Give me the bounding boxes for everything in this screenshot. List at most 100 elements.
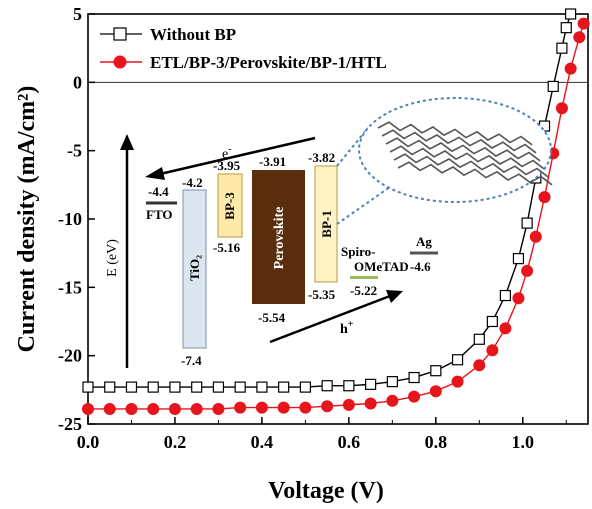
- data-point-without-bp: [486, 315, 498, 328]
- bp1-top-value: -3.82: [308, 150, 335, 165]
- data-point-bp: [451, 375, 464, 388]
- data-point-without-bp: [299, 381, 311, 393]
- data-point-without-bp: [169, 381, 181, 393]
- y-tick-label: -20: [58, 346, 82, 366]
- data-point-without-bp: [565, 8, 577, 20]
- spiro-value: -5.22: [350, 283, 377, 298]
- x-tick-label: 0.0: [77, 432, 100, 452]
- tio2-label: TiO₂: [187, 255, 202, 281]
- data-point-bp: [212, 402, 225, 415]
- x-tick-label: 0.2: [164, 432, 187, 452]
- energy-axis-arrowhead: [120, 134, 134, 150]
- data-point-without-bp: [547, 80, 559, 93]
- data-point-bp: [277, 401, 290, 414]
- phosphorene-zigzag-row: [385, 137, 541, 162]
- data-point-bp: [299, 401, 312, 414]
- perovskite-band: [252, 170, 305, 304]
- data-point-without-bp: [82, 381, 94, 393]
- data-point-bp: [125, 402, 138, 415]
- x-tick-label: 0.8: [425, 432, 448, 452]
- data-point-bp: [386, 394, 399, 407]
- perovskite-label: Perovskite: [272, 207, 287, 270]
- data-point-bp: [147, 402, 160, 415]
- phosphorene-zigzag-row: [377, 121, 533, 146]
- zoom-connector-upper: [336, 127, 369, 167]
- y-axis-label: Current density (mA/cm²): [14, 86, 40, 353]
- data-point-bp: [538, 191, 551, 204]
- spiro-label-line1: Spiro-: [341, 244, 375, 259]
- spiro-label-line2: OMeTAD: [354, 259, 409, 274]
- data-point-bp: [499, 322, 512, 335]
- ag-value: -4.6: [410, 259, 431, 274]
- data-point-bp: [190, 402, 203, 415]
- tio2-top-value: -4.2: [182, 175, 203, 190]
- data-point-without-bp: [125, 381, 138, 393]
- tio2-band: [182, 189, 207, 349]
- y-tick-label: -15: [58, 277, 82, 297]
- energy-axis-label: E (eV): [105, 239, 120, 277]
- data-point-bp: [473, 359, 486, 372]
- data-point-bp: [234, 401, 247, 414]
- data-point-without-bp: [521, 217, 533, 229]
- data-point-without-bp: [191, 381, 203, 393]
- x-axis-label: Voltage (V): [268, 478, 384, 504]
- phosphorene-zigzag-row: [393, 153, 549, 178]
- phosphorene-structure-illustration: [377, 121, 553, 186]
- hole-label: h+: [340, 319, 354, 337]
- data-point-bp: [564, 62, 577, 75]
- data-point-bp: [486, 344, 499, 357]
- spiro-level: [350, 276, 378, 279]
- y-tick-label: 0: [73, 72, 82, 92]
- phosphorene-zigzag-row: [381, 129, 537, 154]
- bp3-top-value: -3.95: [213, 158, 241, 173]
- tio2-bottom-value: -7.4: [181, 353, 202, 368]
- x-tick-label: 0.6: [338, 432, 361, 452]
- electron-arrowhead: [145, 167, 165, 180]
- data-point-without-bp: [212, 381, 225, 393]
- legend: Without BP ETL/BP-3/Perovskite/BP-1/HTL: [100, 25, 387, 72]
- x-axis-ticks: 0.0 0.2 0.4 0.6 0.8 1.0: [77, 417, 567, 452]
- data-point-without-bp: [556, 42, 568, 54]
- data-point-bp: [529, 230, 542, 243]
- y-axis-ticks: 5 0 -5 -10 -15 -20 -25: [58, 4, 95, 434]
- data-point-without-bp: [499, 289, 511, 302]
- fto-label: FTO: [146, 207, 173, 222]
- electron-arrow: [159, 136, 316, 176]
- data-point-without-bp: [512, 253, 525, 265]
- data-point-bp: [429, 385, 442, 398]
- data-point-bp: [342, 398, 355, 411]
- data-point-bp: [168, 402, 181, 415]
- x-tick-label: 1.0: [512, 432, 535, 452]
- data-point-bp: [82, 402, 94, 415]
- perovskite-top-value: -3.91: [259, 154, 286, 169]
- hole-arrow: [269, 294, 391, 344]
- fto-value: -4.4: [148, 184, 169, 199]
- ag-label: Ag: [416, 234, 432, 249]
- zoom-connector-lower: [336, 179, 401, 225]
- legend-label-bp: ETL/BP-3/Perovskite/BP-1/HTL: [150, 53, 387, 72]
- x-tick-label: 0.4: [251, 432, 274, 452]
- data-point-without-bp: [365, 378, 377, 390]
- bp3-bottom-value: -5.16: [213, 240, 241, 255]
- energy-level-inset: E (eV) e- h+ -4.4 FTO -4.2 TiO₂ -7.4 -3.…: [105, 97, 553, 368]
- bp1-label: BP-1: [319, 210, 334, 237]
- data-point-bp: [103, 402, 116, 415]
- y-tick-label: -10: [58, 209, 82, 229]
- data-point-without-bp: [560, 22, 572, 34]
- legend-marker-without-bp: [113, 27, 127, 41]
- data-point-without-bp: [386, 376, 398, 388]
- data-point-without-bp: [256, 381, 268, 393]
- data-point-without-bp: [343, 380, 355, 392]
- data-point-without-bp: [321, 380, 333, 392]
- legend-label-without-bp: Without BP: [150, 25, 236, 44]
- y-tick-label: -5: [67, 141, 82, 161]
- legend-marker-bp: [113, 55, 127, 69]
- bp3-band: [217, 173, 243, 238]
- data-point-bp: [573, 31, 586, 44]
- series-markers: [82, 8, 590, 415]
- bp1-bottom-value: -5.35: [308, 287, 336, 302]
- data-point-without-bp: [408, 371, 420, 384]
- data-point-without-bp: [234, 381, 246, 393]
- electron-label: e-: [222, 144, 232, 162]
